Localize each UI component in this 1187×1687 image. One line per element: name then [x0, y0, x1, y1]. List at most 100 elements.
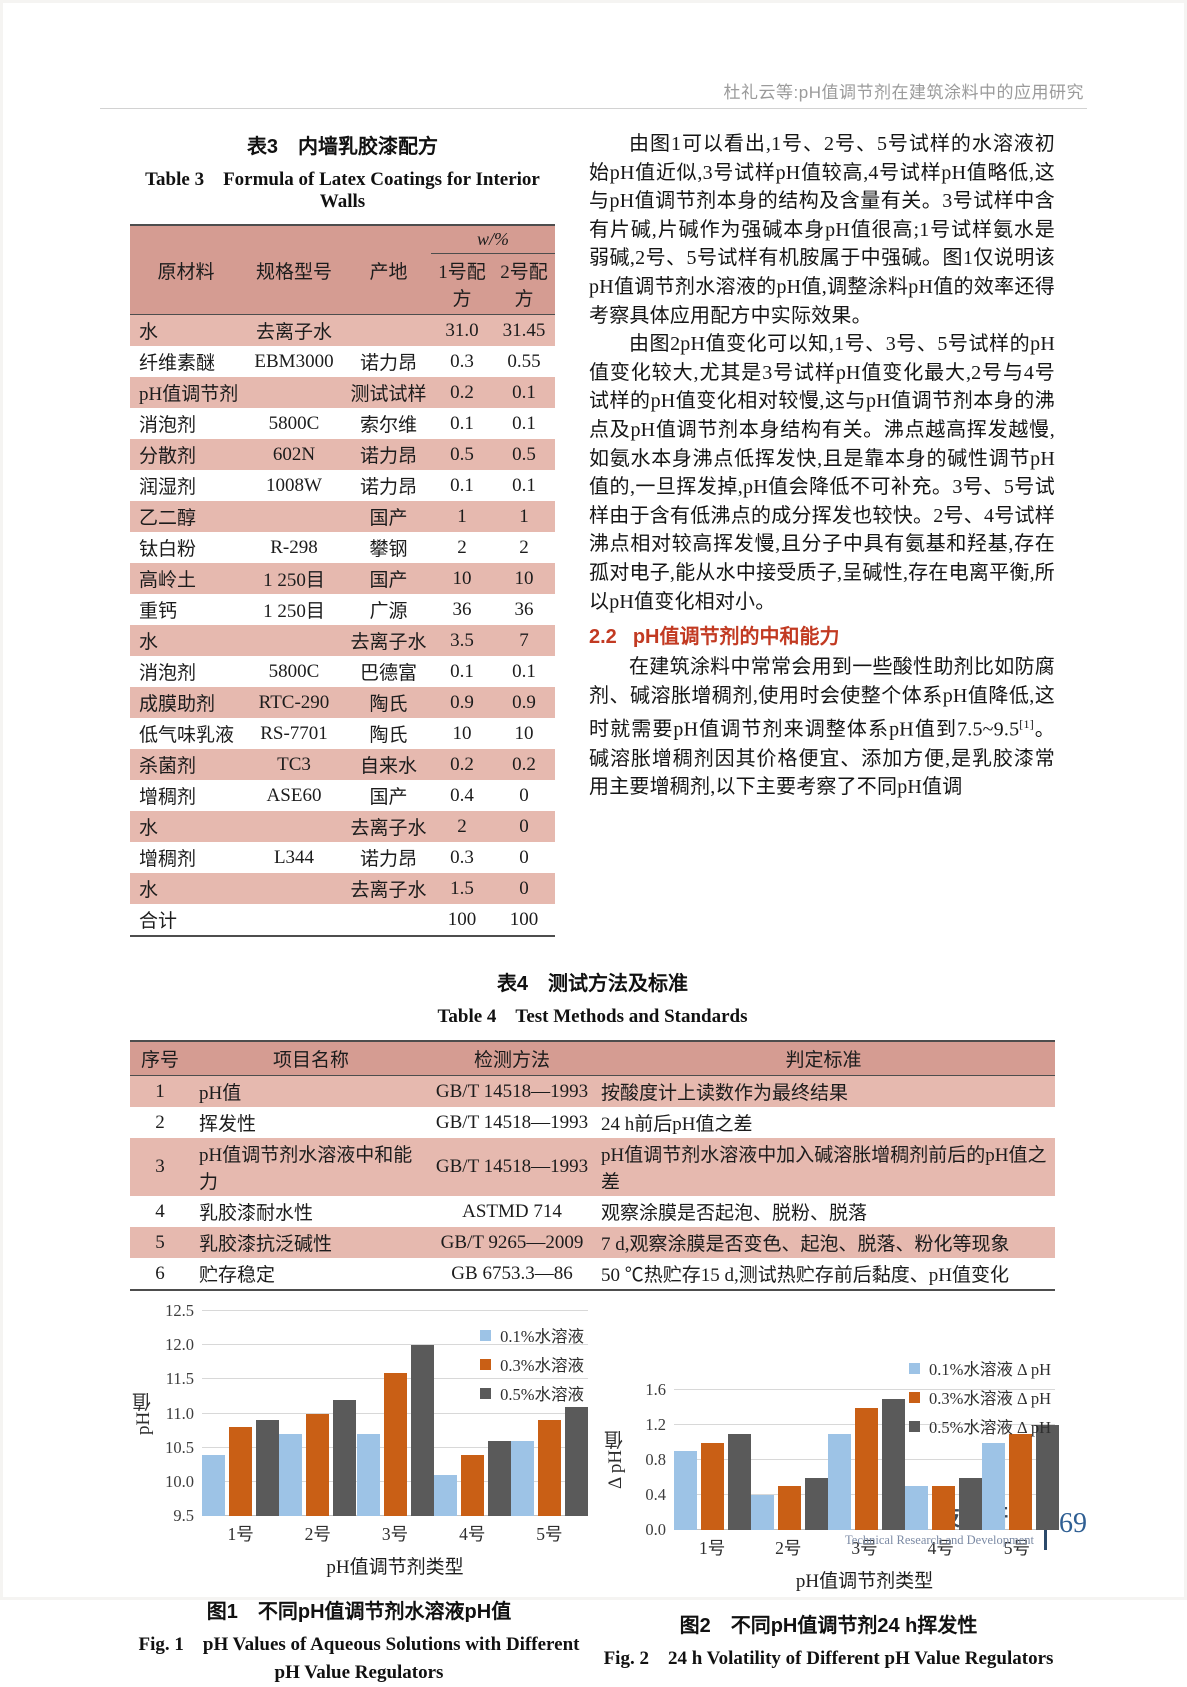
table3-row: 钛白粉 R-298 攀钢 2 2	[130, 532, 555, 563]
fig2-bar-groups	[674, 1390, 1059, 1530]
table3-cell-formula1: 0.9	[450, 691, 474, 713]
bar	[905, 1486, 928, 1530]
table3-row: 增稠剂 L344 诺力昂 0.3 0	[130, 842, 555, 873]
table4-row: 4 乳胶漆耐水性 ASTMD 714 观察涂膜是否起泡、脱粉、脱落	[130, 1196, 1055, 1227]
y-tick-label: 10.5	[165, 1437, 194, 1457]
bar-group-1号	[674, 1390, 751, 1530]
legend-item: 0.5%水溶液	[480, 1381, 584, 1405]
table3-cell-spec	[242, 873, 346, 904]
x-tick-label: 5号	[1003, 1538, 1031, 1558]
table3-cell-formula2: 0	[519, 877, 529, 899]
table3-cell-material: 润湿剂	[139, 477, 197, 498]
bar	[1036, 1425, 1059, 1530]
table3-cell-material: 水	[139, 818, 159, 839]
table3-cell-formula1: 2	[457, 536, 467, 558]
legend-item: 0.5%水溶液 Δ pH	[909, 1414, 1051, 1438]
x-tick-label: 2号	[775, 1538, 802, 1558]
table3-cell-material: 水	[139, 322, 159, 343]
table3-cell-spec	[242, 904, 346, 936]
fig2-y-axis-ticks: 0.0 0.4 0.8 1.2 1.6	[628, 1380, 674, 1539]
fig2-caption-en: Fig. 2 24 h Volatility of Different pH V…	[603, 1648, 1054, 1669]
table3-row: 分散剂 602N 诺力昂 0.5 0.5	[130, 439, 555, 470]
table3-cell-origin: 诺力昂	[359, 446, 417, 467]
bar	[333, 1399, 357, 1516]
gridline	[202, 1310, 588, 1311]
fig2-plot-area: 0.1%水溶液 Δ pH 0.3%水溶液 Δ pH 0.5%水溶液 Δ pH	[674, 1360, 1059, 1530]
table3-cell-spec	[242, 625, 346, 656]
legend-item: 0.3%水溶液	[480, 1352, 584, 1376]
table4-header-item: 项目名称	[190, 1041, 432, 1076]
gridline	[202, 1344, 588, 1346]
legend-item: 0.1%水溶液 Δ pH	[909, 1356, 1051, 1380]
bar	[959, 1477, 982, 1530]
table3-cell-formula1: 0.5	[450, 443, 474, 465]
table4-cell-criteria: 7 d,观察涂膜是否变色、起泡、脱落、粉化等现象	[601, 1234, 1010, 1255]
table3-cell-spec: 602N	[272, 443, 316, 465]
paragraph-1: 由图1可以看出,1号、2号、5号试样的水溶液初始pH值近似,3号试样pH值较高,…	[589, 133, 1055, 327]
table4-cell-method: GB/T 14518—1993	[435, 1156, 589, 1177]
table3-row: 水 去离子水 3.5 7	[130, 625, 555, 656]
legend-label: 0.1%水溶液	[500, 1327, 584, 1346]
bar-group-5号	[982, 1390, 1059, 1530]
table4-cell-method: GB/T 9265—2009	[440, 1231, 584, 1253]
table3-cell-formula2: 0.5	[512, 443, 536, 465]
table3-cell-formula1: 0.1	[450, 474, 474, 496]
legend-swatch-icon	[909, 1391, 920, 1403]
table3-cell-spec: 5800C	[268, 412, 320, 434]
journal-page: 杜礼云等:pH值调节剂在建筑涂料中的应用研究 表3 内墙乳胶漆配方 Table …	[100, 83, 1087, 1683]
x-tick-label: 1号	[227, 1524, 254, 1544]
x-tick-label: 4号	[927, 1538, 954, 1558]
table3-cell-origin: 诺力昂	[359, 849, 417, 870]
x-tick-label: 4号	[459, 1524, 486, 1544]
table3-row: 水 去离子水 31.0 31.45	[130, 314, 555, 346]
bar-group-4号	[905, 1390, 982, 1530]
y-tick-label: 0.8	[645, 1450, 666, 1469]
table3-cell-spec: L344	[273, 846, 315, 868]
x-tick-label: 3号	[851, 1538, 878, 1558]
running-head: 杜礼云等:pH值调节剂在建筑涂料中的应用研究	[723, 83, 1084, 102]
table4-row: 6 贮存稳定 GB 6753.3—86 50 ℃热贮存15 d,测试热贮存前后黏…	[130, 1258, 1055, 1290]
table3-cell-formula1: 1.5	[450, 877, 474, 899]
table3-cell-formula2: 10	[514, 567, 534, 589]
table3-cell-origin: 测试试样	[350, 384, 427, 405]
header-rule	[100, 108, 1087, 109]
table3-cell-origin: 攀钢	[369, 539, 408, 560]
bar	[510, 1440, 534, 1516]
section-title: pH值调节剂的中和能力	[632, 626, 840, 649]
table4-cell-item: 乳胶漆耐水性	[199, 1203, 314, 1224]
fig2-x-axis-ticks: 1号 2号 3号 4号 5号	[674, 1535, 1055, 1560]
legend-swatch-icon	[480, 1387, 492, 1399]
bar-group-2号	[279, 1311, 357, 1516]
table3-header-formula2: 2号配方	[493, 253, 555, 315]
table3-row: 成膜助剂 RTC-290 陶氏 0.9 0.9	[130, 687, 555, 718]
bar	[932, 1486, 955, 1530]
table3-cell-spec: 1 250目	[263, 570, 325, 591]
table4-cell-item: 贮存稳定	[199, 1265, 276, 1286]
fig1-bar-groups	[202, 1311, 588, 1516]
table3-cell-spec: TC3	[277, 753, 311, 775]
table3-cell-origin	[346, 904, 431, 936]
bar-group-5号	[510, 1311, 588, 1516]
bar-group-3号	[828, 1390, 905, 1530]
table3-cell-formula1: 3.5	[450, 629, 474, 651]
table3-cell-formula1: 0.2	[450, 381, 474, 403]
table4-cell-item: 乳胶漆抗泛碱性	[199, 1234, 333, 1255]
legend-swatch-icon	[909, 1420, 920, 1432]
table3-cell-spec	[242, 811, 346, 842]
table3-cell-formula2: 0.1	[512, 381, 536, 403]
bar	[356, 1434, 380, 1516]
table3-cell-formula1: 0.3	[450, 350, 474, 372]
table4-cell-method: ASTMD 714	[462, 1200, 562, 1222]
table3-cell-spec: 5800C	[268, 660, 320, 682]
table4-title-en: Table 4 Test Methods and Standards	[437, 1006, 748, 1027]
fig2-caption-cn: 图2 不同pH值调节剂24 h挥发性	[679, 1615, 978, 1637]
bar	[256, 1420, 280, 1516]
table3-cell-formula2: 0	[519, 846, 529, 868]
fig2-x-axis-label: pH值调节剂类型	[795, 1571, 934, 1592]
bar	[982, 1442, 1005, 1530]
table3-cell-origin: 国产	[369, 508, 408, 529]
table3-cell-material: 增稠剂	[139, 849, 197, 870]
table4-row: 2 挥发性 GB/T 14518—1993 24 h前后pH值之差	[130, 1107, 1055, 1138]
table3-row: 杀菌剂 TC3 自来水 0.2 0.2	[130, 749, 555, 780]
table3-row: 水 去离子水 2 0	[130, 811, 555, 842]
